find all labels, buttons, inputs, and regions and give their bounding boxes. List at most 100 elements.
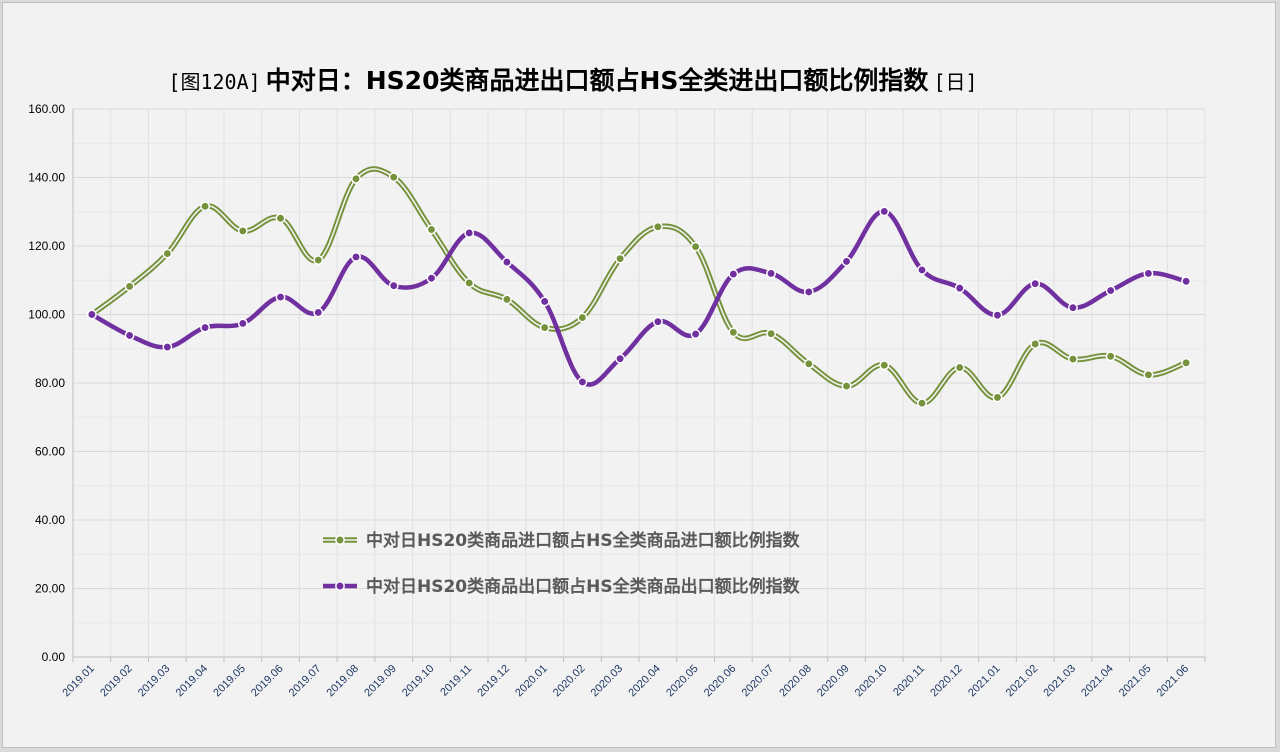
series-1-point	[124, 281, 135, 292]
series-2-point	[124, 330, 135, 341]
legend-item-2: 中对日HS20类商品出口额占HS全类商品出口额比例指数	[323, 576, 801, 597]
series-1-point	[275, 213, 286, 224]
x-tick-label: 2021.06	[1155, 663, 1192, 700]
y-tick-label: 120.00	[28, 239, 65, 253]
x-tick-label: 2021.05	[1117, 663, 1154, 700]
x-tick-label: 2020.09	[815, 663, 852, 700]
series-1-point	[200, 201, 211, 212]
y-tick-label: 80.00	[35, 376, 65, 390]
series-2-point	[1143, 268, 1154, 279]
series-2-point	[652, 316, 663, 327]
x-tick-label: 2020.06	[702, 663, 739, 700]
series-2-point	[351, 252, 361, 262]
series-2-point	[313, 307, 324, 318]
series-2-point	[690, 329, 701, 339]
x-tick-label: 2019.07	[287, 663, 324, 700]
series-2-point	[464, 228, 475, 238]
series-1-point	[162, 248, 173, 259]
chart-title-prefix: [图120A]	[168, 70, 260, 94]
y-tick-label: 40.00	[35, 513, 65, 527]
y-tick-label: 160.00	[28, 102, 65, 116]
series-1-point	[351, 173, 361, 184]
series-2-point	[803, 286, 814, 297]
x-tick-label: 2019.03	[136, 663, 173, 700]
series-1-point	[539, 322, 550, 333]
x-tick-label: 2020.04	[626, 663, 663, 700]
series-2-point	[86, 309, 97, 320]
series-2-point	[1105, 285, 1116, 296]
series-2-point	[841, 256, 852, 267]
x-tick-label: 2020.05	[664, 663, 701, 700]
axes-layer: 0.00 20.00 40.00 60.00 80.00 100.00 120.00 140.…	[28, 102, 1206, 700]
series-1-point	[577, 312, 588, 323]
x-tick-label: 2019.04	[174, 663, 211, 700]
series-2-point	[275, 292, 286, 302]
series-2-point	[577, 377, 588, 387]
series-1-point	[766, 328, 777, 339]
x-tick-label: 2019.11	[438, 663, 474, 699]
series-1-point	[992, 392, 1003, 403]
series-2-point	[1067, 302, 1078, 313]
chart-title-suffix: [日]	[934, 70, 978, 94]
x-tick-label: 2020.02	[551, 663, 588, 700]
x-tick-label: 2019.12	[475, 663, 512, 700]
y-tick-label: 60.00	[35, 445, 65, 459]
x-tick-label: 2019.08	[325, 663, 362, 700]
x-tick-label: 2020.10	[853, 663, 890, 700]
series-2	[86, 206, 1192, 387]
series-2-point	[992, 310, 1003, 321]
x-tick-label: 2021.02	[1004, 663, 1041, 700]
series-1-point	[954, 362, 965, 373]
x-tick-label: 2020.03	[589, 663, 626, 700]
x-tick-label: 2021.04	[1079, 663, 1116, 700]
series-1-point	[1030, 339, 1041, 349]
series-2-point	[426, 273, 437, 284]
legend-item-1: 中对日HS20类商品进口额占HS全类商品进口额比例指数	[323, 530, 801, 551]
legend-swatch-marker	[335, 581, 345, 591]
series-1-point	[501, 294, 512, 305]
series-2-point	[162, 342, 173, 352]
series-layer	[86, 166, 1192, 409]
series-2-point	[1030, 278, 1041, 289]
x-tick-label: 2021.01	[966, 663, 1003, 700]
series-2-point	[1181, 276, 1192, 287]
series-1-point	[313, 255, 324, 265]
series-1-point	[388, 172, 399, 183]
x-tick-label: 2020.12	[928, 663, 965, 700]
x-tick-label: 2019.05	[211, 663, 248, 700]
series-1-point	[1143, 369, 1154, 380]
series-1	[86, 166, 1192, 409]
line-chart: 0.00 20.00 40.00 60.00 80.00 100.00 120.00 140.…	[28, 66, 1206, 700]
series-1-point	[464, 278, 475, 288]
legend: 中对日HS20类商品进口额占HS全类商品进口额比例指数中对日HS20类商品出口额…	[323, 530, 801, 597]
series-1-point	[841, 381, 852, 392]
grid-layer	[72, 108, 1206, 658]
series-2-point	[917, 265, 927, 275]
x-tick-label: 2019.09	[362, 663, 399, 700]
series-2-point	[200, 322, 211, 333]
series-2-point	[237, 318, 248, 329]
series-1-point	[426, 224, 437, 235]
series-2-point	[539, 296, 550, 307]
series-1-point	[728, 327, 739, 338]
series-1-point	[1067, 354, 1078, 364]
x-tick-label: 2020.08	[777, 663, 814, 700]
series-2-point	[766, 268, 777, 279]
x-tick-label: 2020.11	[891, 663, 927, 699]
series-1-point	[917, 398, 927, 409]
series-2-point	[728, 269, 739, 280]
series-1-point	[1181, 357, 1192, 368]
series-1-point	[1105, 351, 1116, 362]
x-tick-label: 2020.07	[740, 663, 777, 700]
y-tick-label: 140.00	[28, 171, 65, 185]
series-2-point	[501, 257, 512, 268]
y-tick-label: 0.00	[42, 650, 66, 664]
x-tick-label: 2019.10	[400, 663, 437, 700]
legend-label: 中对日HS20类商品出口额占HS全类商品出口额比例指数	[366, 576, 801, 597]
legend-swatch-marker	[335, 535, 345, 545]
series-1-point	[615, 253, 626, 264]
x-tick-label: 2021.03	[1041, 663, 1078, 700]
chart-title-main: 中对日：HS20类商品进出口额占HS全类进出口额比例指数	[266, 66, 930, 95]
series-1-point	[803, 358, 814, 369]
